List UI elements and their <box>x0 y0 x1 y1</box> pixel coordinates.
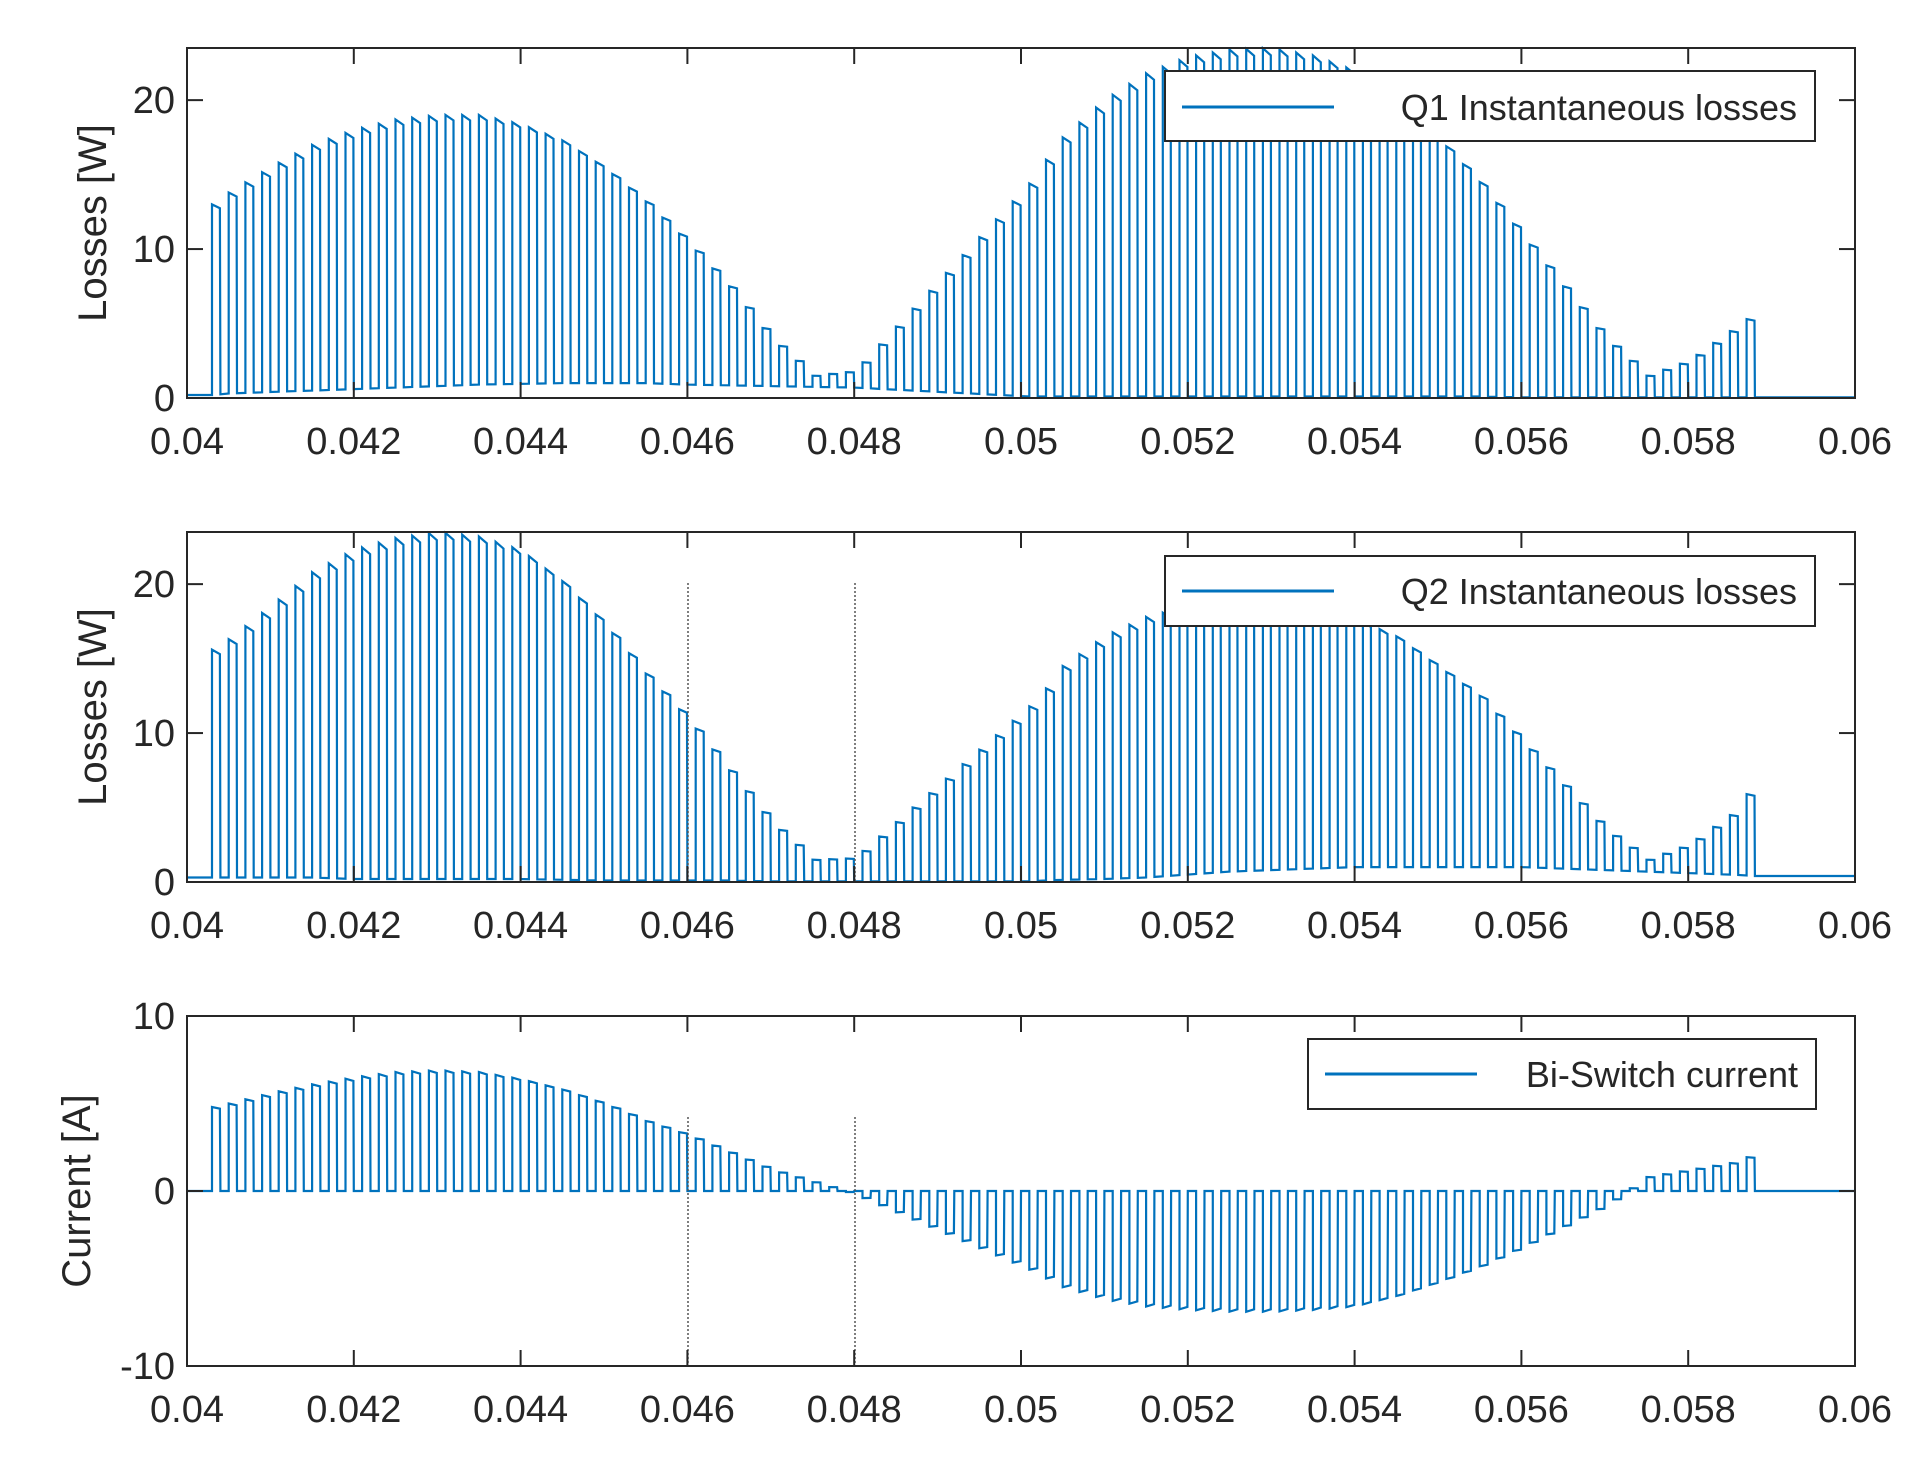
x-tick-label: 0.048 <box>807 1389 902 1431</box>
y-axis: 0 10 20 <box>133 80 1855 420</box>
y-axis: -10 0 10 <box>120 996 1855 1388</box>
x-tick-label: 0.044 <box>473 1389 568 1431</box>
legend-box <box>1164 70 1816 142</box>
y-tick-label: 0 <box>154 1171 175 1213</box>
legend: Bi-Switch current <box>1307 1038 1817 1110</box>
panel-q1-losses: 0.04 0.042 0.044 0.046 0.048 0.05 0.052 0.054 0.… <box>71 45 1892 463</box>
legend: Q2 Instantaneous losses <box>1164 555 1816 627</box>
legend: Q1 Instantaneous losses <box>1164 70 1816 142</box>
x-tick-label: 0.046 <box>640 421 735 463</box>
x-tick-label: 0.04 <box>150 905 224 947</box>
x-tick-label: 0.044 <box>473 421 568 463</box>
x-tick-label: 0.046 <box>640 905 735 947</box>
legend-label: Q2 Instantaneous losses <box>1401 571 1797 612</box>
panel-q2-losses: 0.04 0.042 0.044 0.046 0.048 0.05 0.052 0.054 0.… <box>71 530 1892 947</box>
x-axis: 0.04 0.042 0.044 0.046 0.048 0.05 0.052 0.054 0.… <box>150 1016 1892 1431</box>
x-tick-label: 0.06 <box>1818 1389 1892 1431</box>
y-tick-label: 10 <box>133 996 175 1038</box>
x-axis: 0.04 0.042 0.044 0.046 0.048 0.05 0.052 0.054 0.… <box>150 48 1892 463</box>
x-tick-label: 0.042 <box>306 421 401 463</box>
x-tick-label: 0.04 <box>150 421 224 463</box>
y-axis-label: Losses [W] <box>71 608 115 806</box>
x-tick-label: 0.06 <box>1818 905 1892 947</box>
x-tick-label: 0.042 <box>306 1389 401 1431</box>
series-line-0 <box>187 530 1855 883</box>
y-tick-label: 20 <box>133 80 175 122</box>
x-axis: 0.04 0.042 0.044 0.046 0.048 0.05 0.052 0.054 0.… <box>150 532 1892 947</box>
traces <box>187 45 1855 399</box>
legend-label: Bi-Switch current <box>1526 1054 1798 1095</box>
x-tick-label: 0.052 <box>1140 905 1235 947</box>
x-tick-label: 0.056 <box>1474 905 1569 947</box>
x-tick-label: 0.046 <box>640 1389 735 1431</box>
y-axis-label: Losses [W] <box>71 124 115 322</box>
series-line-0 <box>187 1069 1855 1314</box>
x-tick-label: 0.054 <box>1307 1389 1402 1431</box>
panel-bi-switch-current: 0.04 0.042 0.044 0.046 0.048 0.05 0.052 0.054 0.… <box>55 996 1892 1431</box>
x-tick-label: 0.048 <box>807 421 902 463</box>
y-tick-label: -10 <box>120 1346 175 1388</box>
x-tick-label: 0.054 <box>1307 421 1402 463</box>
x-tick-label: 0.05 <box>984 421 1058 463</box>
traces <box>187 1069 1855 1314</box>
y-tick-label: 10 <box>133 713 175 755</box>
legend-label: Q1 Instantaneous losses <box>1401 87 1797 128</box>
x-tick-label: 0.044 <box>473 905 568 947</box>
x-tick-label: 0.058 <box>1641 1389 1736 1431</box>
x-tick-label: 0.06 <box>1818 421 1892 463</box>
x-tick-label: 0.052 <box>1140 1389 1235 1431</box>
x-tick-label: 0.056 <box>1474 421 1569 463</box>
traces <box>187 530 1855 883</box>
y-axis: 0 10 20 <box>133 564 1855 904</box>
y-tick-label: 0 <box>154 378 175 420</box>
series-line-0 <box>187 45 1855 399</box>
x-tick-label: 0.056 <box>1474 1389 1569 1431</box>
y-axis-label: Current [A] <box>55 1094 99 1287</box>
x-tick-label: 0.05 <box>984 1389 1058 1431</box>
x-tick-label: 0.058 <box>1641 421 1736 463</box>
x-tick-label: 0.048 <box>807 905 902 947</box>
x-tick-label: 0.052 <box>1140 421 1235 463</box>
x-tick-label: 0.042 <box>306 905 401 947</box>
x-tick-label: 0.04 <box>150 1389 224 1431</box>
x-tick-label: 0.058 <box>1641 905 1736 947</box>
y-tick-label: 10 <box>133 229 175 271</box>
y-tick-label: 20 <box>133 564 175 606</box>
x-tick-label: 0.05 <box>984 905 1058 947</box>
y-tick-label: 0 <box>154 862 175 904</box>
x-tick-label: 0.054 <box>1307 905 1402 947</box>
